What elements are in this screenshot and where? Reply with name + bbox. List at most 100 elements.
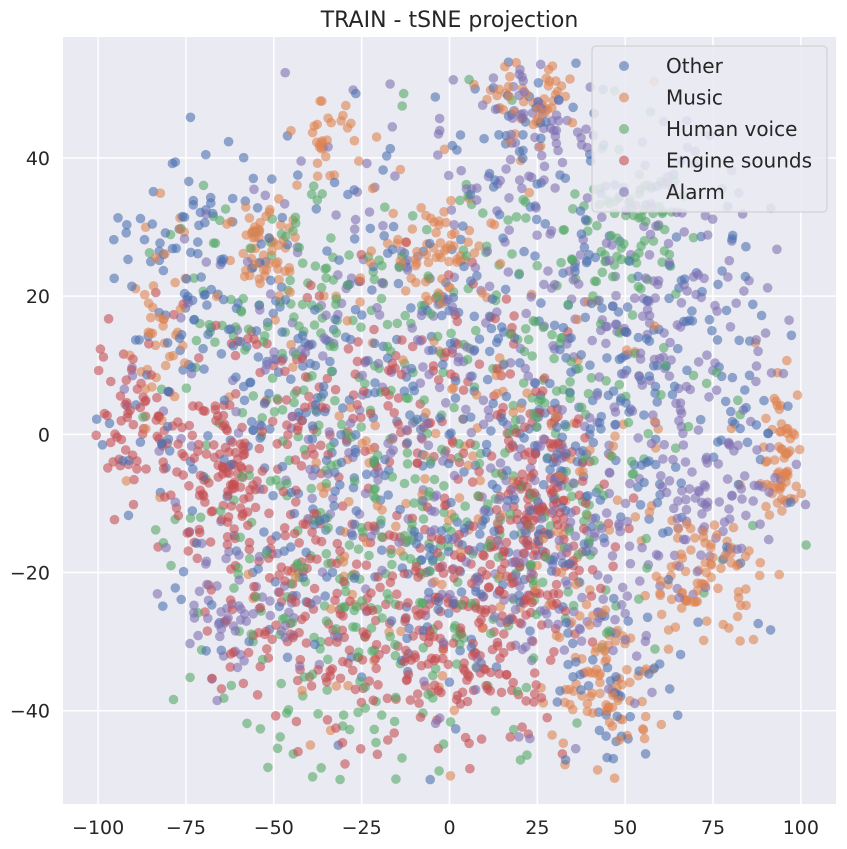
scatter-point [207, 673, 217, 684]
scatter-point [693, 485, 704, 496]
scatter-point [666, 355, 676, 365]
scatter-point [588, 437, 599, 448]
y-tick-label: −40 [10, 701, 50, 723]
scatter-point [265, 476, 276, 486]
scatter-point [589, 276, 600, 286]
scatter-point [369, 274, 380, 285]
legend-marker [619, 187, 629, 197]
scatter-point [366, 588, 376, 598]
scatter-point [529, 488, 540, 498]
scatter-point [399, 478, 410, 489]
scatter-point [416, 660, 427, 671]
scatter-point [560, 606, 571, 616]
scatter-point [744, 370, 755, 381]
scatter-point [277, 461, 288, 472]
scatter-point [323, 654, 333, 665]
scatter-point [500, 284, 511, 295]
scatter-point [652, 497, 663, 508]
scatter-point [676, 298, 687, 308]
scatter-point [511, 427, 522, 438]
y-tick-label: 40 [26, 148, 50, 170]
scatter-point [330, 595, 340, 606]
scatter-point [800, 499, 811, 510]
scatter-point [406, 303, 416, 313]
scatter-point [422, 224, 432, 235]
scatter-point [418, 643, 429, 653]
scatter-point [449, 241, 459, 251]
scatter-point [601, 628, 612, 638]
scatter-point [257, 654, 268, 665]
scatter-point [633, 482, 643, 492]
scatter-point [120, 445, 131, 455]
scatter-point [345, 418, 356, 428]
scatter-point [551, 138, 562, 149]
scatter-point [557, 157, 568, 168]
scatter-point [179, 358, 190, 368]
scatter-point [651, 221, 661, 231]
scatter-point [168, 350, 179, 361]
scatter-point [286, 125, 296, 136]
scatter-point [430, 428, 441, 439]
scatter-point [402, 448, 413, 458]
scatter-point [607, 451, 617, 462]
scatter-point [466, 642, 477, 653]
scatter-point [544, 600, 554, 610]
scatter-point [727, 234, 737, 244]
scatter-point [441, 347, 451, 358]
scatter-point [526, 568, 537, 578]
scatter-point [566, 356, 576, 367]
scatter-point [597, 303, 607, 313]
scatter-point [277, 327, 287, 337]
scatter-point [353, 707, 363, 718]
scatter-point [556, 333, 566, 343]
scatter-point [570, 189, 580, 199]
scatter-point [203, 431, 213, 441]
scatter-point [395, 164, 406, 175]
scatter-point [300, 611, 311, 622]
scatter-point [449, 573, 459, 583]
scatter-point [369, 491, 379, 502]
scatter-point [548, 439, 559, 449]
scatter-point [360, 378, 370, 389]
scatter-point [589, 455, 599, 466]
scatter-point [519, 87, 529, 97]
scatter-point [785, 433, 796, 444]
scatter-point [478, 419, 489, 430]
scatter-point [396, 626, 406, 637]
scatter-point [252, 476, 262, 486]
scatter-point [693, 357, 704, 367]
scatter-point [337, 737, 348, 748]
scatter-point [241, 202, 251, 212]
scatter-point [390, 171, 400, 181]
scatter-point [421, 210, 431, 221]
scatter-point [365, 257, 376, 268]
scatter-point [155, 238, 165, 248]
scatter-point [91, 414, 102, 425]
scatter-point [568, 204, 578, 214]
scatter-point [521, 213, 531, 223]
scatter-point [290, 455, 301, 465]
scatter-point [246, 629, 257, 639]
scatter-point [424, 487, 434, 497]
scatter-point [536, 620, 547, 630]
scatter-point [272, 393, 283, 404]
scatter-point [695, 414, 706, 425]
scatter-point [423, 689, 433, 700]
scatter-point [377, 278, 387, 288]
scatter-point [332, 637, 342, 647]
scatter-point [433, 604, 444, 615]
scatter-point [310, 305, 320, 315]
scatter-point [164, 446, 175, 456]
scatter-point [433, 596, 444, 607]
scatter-point [679, 227, 689, 237]
scatter-point [434, 113, 445, 124]
scatter-point [637, 696, 647, 707]
scatter-point [563, 299, 573, 310]
scatter-point [222, 539, 233, 550]
scatter-point [452, 316, 463, 327]
scatter-point [183, 546, 194, 556]
scatter-point [269, 407, 280, 417]
scatter-point [274, 601, 285, 612]
